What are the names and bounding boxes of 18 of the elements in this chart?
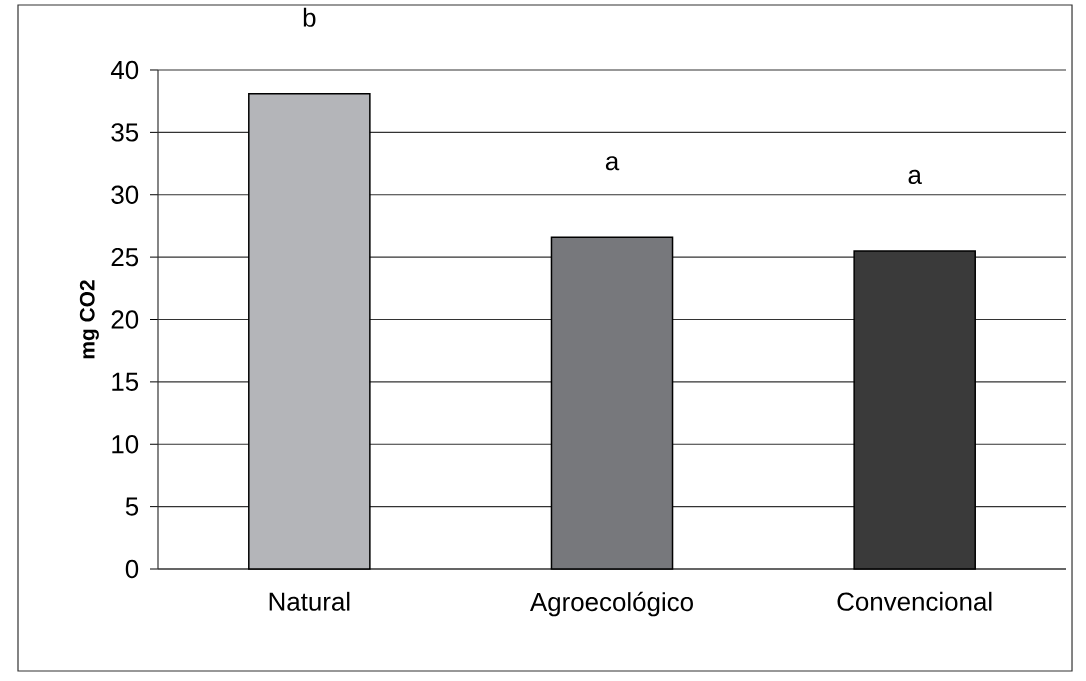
y-tick-label: 35 (111, 123, 139, 142)
y-tick-label: 20 (111, 310, 139, 329)
y-tick-label: 0 (125, 559, 139, 579)
x-tick-label: Convencional (837, 591, 992, 611)
y-axis-title: mg CO2 (79, 280, 99, 359)
annotation: a (605, 156, 620, 171)
text: b (303, 7, 316, 27)
y-tick-label: 25 (111, 247, 139, 267)
y-tick-label: 10 (112, 435, 139, 454)
x-tick-label: Natural (269, 591, 350, 611)
x-tick-label: Agroecológico (529, 591, 693, 617)
annotation: a (908, 169, 922, 185)
bar (550, 236, 674, 570)
y-tick-label: 5 (125, 497, 139, 516)
y-tick-label: 40 (110, 60, 139, 80)
bar (248, 92, 371, 570)
y-tick-label: 15 (112, 372, 139, 391)
y-tick-label: 30 (111, 185, 139, 204)
